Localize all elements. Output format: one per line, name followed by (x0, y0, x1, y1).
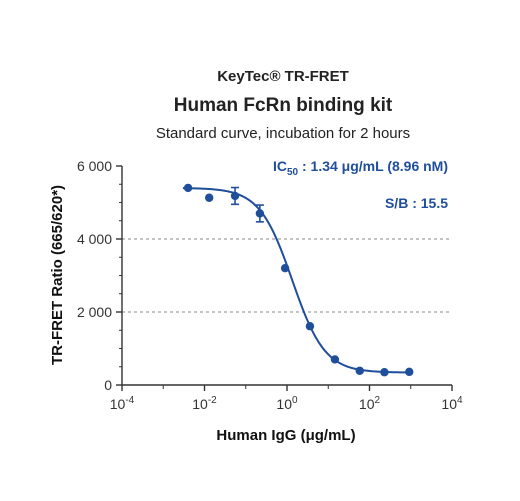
grid-lines (122, 238, 452, 313)
x-axis-label: Human IgG (μg/mL) (216, 427, 355, 444)
data-point (280, 264, 290, 273)
x-tick-base: 10 (276, 396, 292, 412)
x-tick-exponent: 2 (375, 395, 381, 406)
y-tick-label: 4 000 (77, 231, 112, 247)
ic50-annotation: IC50 : 1.34 μg/mL (8.96 nM) (273, 158, 448, 178)
chart-title: KeyTec® TR-FRET (217, 68, 349, 85)
x-ticks: 10-4 10-2 100 102 104 (110, 385, 463, 412)
x-tick-exponent: 4 (457, 395, 463, 406)
x-tick-base: 10 (441, 396, 457, 412)
y-axis-label: TR-FRET Ratio (665/620*) (49, 185, 66, 365)
x-tick-exponent: 0 (292, 395, 298, 406)
data-point (380, 368, 389, 377)
ic50-value: : 1.34 μg/mL (8.96 nM) (298, 158, 448, 174)
fit-curve (182, 187, 411, 374)
chart-subtitle: Human FcRn binding kit (174, 95, 393, 116)
x-tick-label: 104 (441, 395, 463, 412)
x-tick-label: 10-2 (192, 395, 217, 412)
data-point (255, 209, 265, 218)
ic50-subscript: 50 (287, 167, 299, 178)
y-ticks: 0 2 000 4 000 6 000 (77, 158, 122, 393)
x-tick-base: 10 (110, 396, 126, 412)
x-tick-base: 10 (359, 396, 375, 412)
data-point (330, 355, 340, 364)
chart-description: Standard curve, incubation for 2 hours (156, 125, 410, 142)
x-tick-label: 10-4 (110, 395, 135, 412)
y-tick-label: 2 000 (77, 304, 112, 320)
x-tick-base: 10 (192, 396, 208, 412)
ic50-prefix: IC (273, 158, 287, 174)
data-point (305, 322, 315, 331)
y-tick-label: 0 (104, 377, 112, 393)
data-point (183, 183, 193, 193)
x-tick-exponent: -4 (125, 395, 134, 406)
data-point (230, 191, 240, 201)
x-tick-label: 102 (359, 395, 381, 412)
data-point (205, 193, 214, 202)
x-tick-label: 100 (276, 395, 298, 412)
sb-annotation: S/B : 15.5 (385, 195, 448, 211)
data-point (355, 366, 364, 375)
y-tick-label: 6 000 (77, 158, 112, 174)
x-tick-exponent: -2 (208, 395, 217, 406)
data-point (405, 367, 414, 377)
data-points (183, 183, 414, 377)
